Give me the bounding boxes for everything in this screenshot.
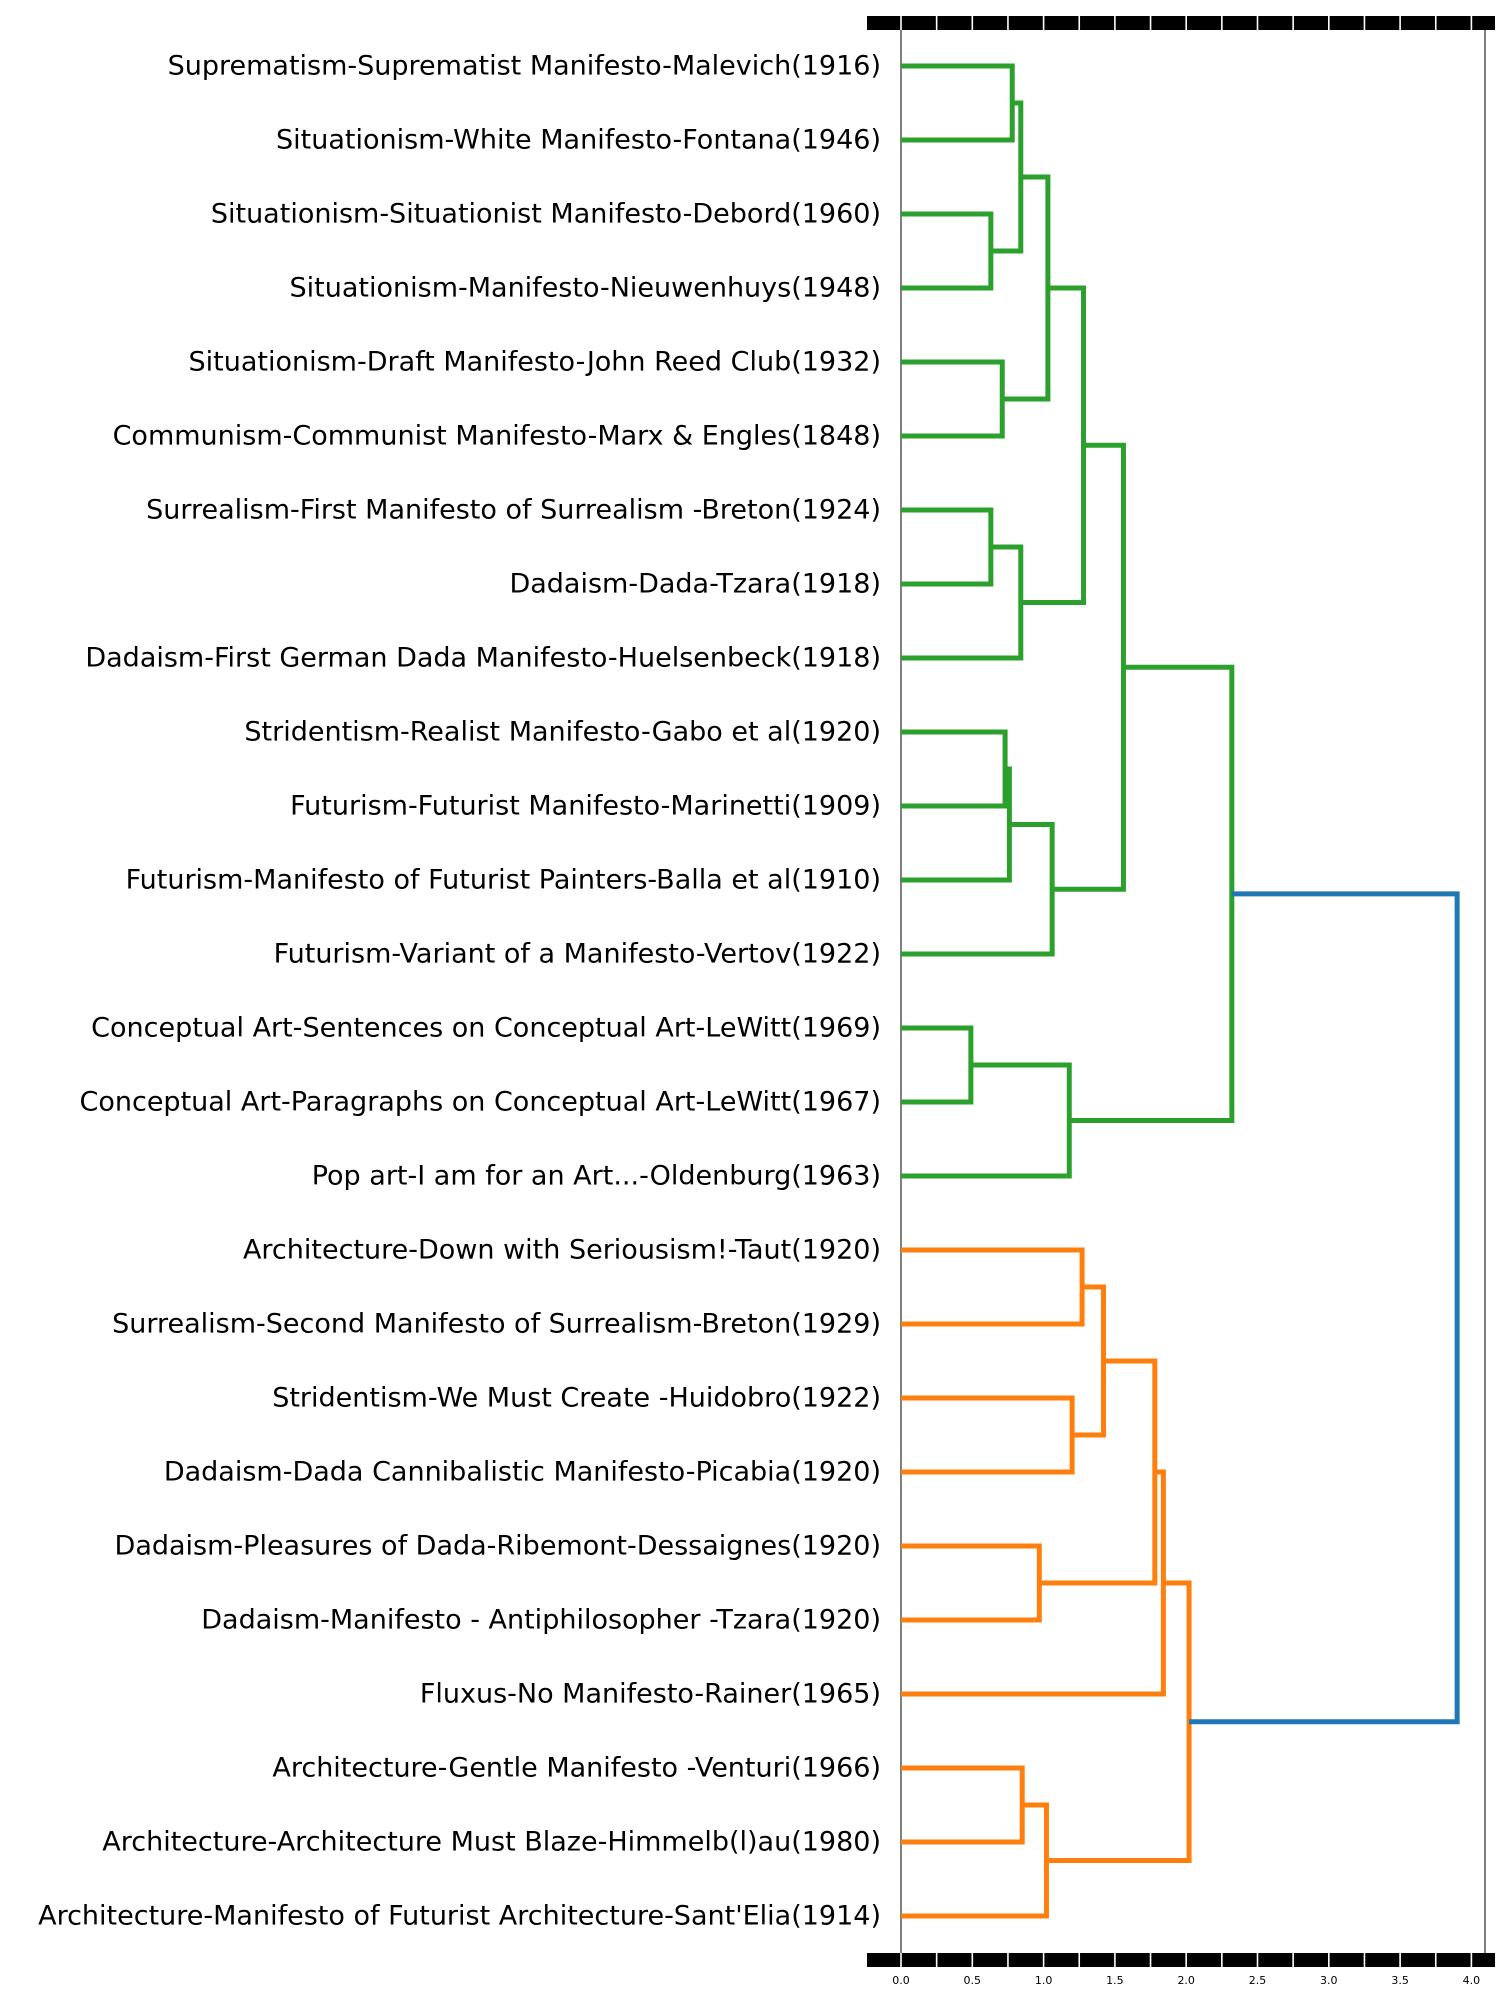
leaf-label: Conceptual Art-Sentences on Conceptual A… [91,1013,881,1044]
leaf-label: Conceptual Art-Paragraphs on Conceptual … [79,1087,881,1118]
dendrogram-link [1020,285,1087,605]
x-tick-label: 0.0 [892,1974,910,1987]
dendrogram-link [901,1765,1025,1845]
leaf-label: Futurism-Manifesto of Futurist Painters-… [126,865,881,896]
dendrogram-links [901,63,1460,1919]
dendrogram-link [901,1395,1075,1475]
bottom-axis-band [867,1953,1495,1967]
dendrogram-link [901,544,1024,661]
leaf-label: Situationism-White Manifesto-Fontana(194… [276,125,881,156]
dendrogram-link [901,211,994,291]
x-tick-label: 1.5 [1106,1974,1124,1987]
x-tick-label: 0.5 [964,1974,982,1987]
dendrogram-link [1069,664,1235,1123]
dendrogram-link [901,63,1015,143]
leaf-label: Dadaism-Dada-Tzara(1918) [509,569,881,600]
leaf-label: Architecture-Gentle Manifesto -Venturi(1… [272,1753,881,1784]
leaf-label: Situationism-Draft Manifesto-John Reed C… [188,347,881,378]
dendrogram-link [990,100,1024,254]
leaf-label: Fluxus-No Manifesto-Rainer(1965) [420,1679,881,1710]
leaf-label: Dadaism-Dada Cannibalistic Manifesto-Pic… [164,1457,881,1488]
bottom-axis: 0.0 0.5 1.0 1.5 2.0 2.5 3.0 3.5 4.0 [864,1953,1495,1987]
x-tick-label: 3.5 [1391,1974,1409,1987]
top-axis [864,16,1495,30]
dendrogram-link [901,1543,1042,1623]
dendrogram-link [901,1469,1166,1697]
leaf-label: Suprematism-Suprematist Manifesto-Malevi… [168,51,881,82]
dendrogram-link [901,729,1008,809]
leaf-label: Architecture-Manifesto of Futurist Archi… [38,1901,881,1932]
leaf-label: Dadaism-Manifesto - Antiphilosopher -Tza… [201,1605,881,1636]
plot-frame [900,30,1486,1953]
dendrogram-link [1046,1580,1192,1863]
top-axis-band [867,16,1495,30]
leaf-label: Situationism-Manifesto-Nieuwenhuys(1948) [290,273,881,304]
x-tick-label: 2.5 [1249,1974,1267,1987]
x-tick-label: 1.0 [1035,1974,1053,1987]
dendrogram-link [901,359,1005,439]
dendrogram-link [1189,891,1460,1725]
leaf-label: Futurism-Variant of a Manifesto-Vertov(1… [274,939,881,970]
leaf-label: Stridentism-We Must Create -Huidobro(192… [272,1383,881,1414]
leaf-label: Futurism-Futurist Manifesto-Marinetti(19… [290,791,881,822]
dendrogram-link [901,822,1055,957]
dendrogram-link [901,507,994,587]
leaf-label: Stridentism-Realist Manifesto-Gabo et al… [244,717,881,748]
leaf-label: Communism-Communist Manifesto-Marx & Eng… [113,421,881,452]
leaf-label: Surrealism-Second Manifesto of Surrealis… [112,1309,881,1340]
dendrogram-link [1072,1284,1106,1438]
dendrogram-link [901,1025,974,1105]
leaf-label: Dadaism-First German Dada Manifesto-Huel… [85,643,881,674]
dendrogram-link [901,766,1012,883]
leaf-label: Situationism-Situationist Manifesto-Debo… [211,199,881,230]
leaf-label: Surrealism-First Manifesto of Surrealism… [146,495,881,526]
dendrogram-link [901,1247,1085,1327]
dendrogram-link [1052,442,1126,892]
leaf-label: Dadaism-Pleasures of Dada-Ribemont-Dessa… [115,1531,881,1562]
leaf-labels: Suprematism-Suprematist Manifesto-Malevi… [38,51,881,1932]
dendrogram-link [1002,174,1051,402]
dendrogram-link [901,1802,1049,1919]
leaf-label: Architecture-Architecture Must Blaze-Him… [102,1827,881,1858]
leaf-label: Architecture-Down with Seriousism!-Taut(… [243,1235,881,1266]
x-tick-label: 4.0 [1463,1974,1481,1987]
leaf-label: Pop art-I am for an Art...-Oldenburg(196… [312,1161,881,1192]
dendrogram-link [901,1062,1072,1179]
x-tick-label: 3.0 [1320,1974,1338,1987]
x-tick-label: 2.0 [1177,1974,1195,1987]
